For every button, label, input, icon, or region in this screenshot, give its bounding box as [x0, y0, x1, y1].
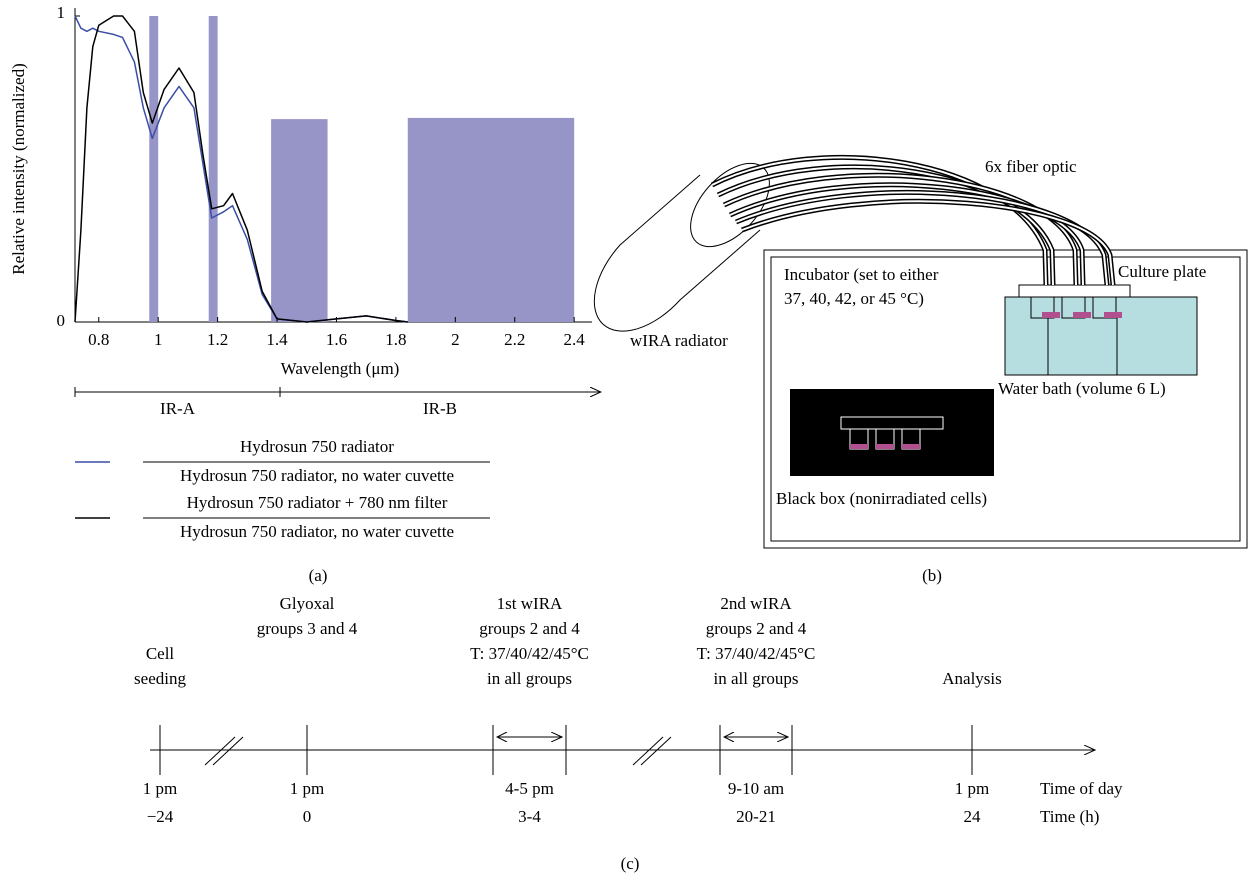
- figure: Relative intensity (normalized) Waveleng…: [0, 0, 1257, 883]
- black-box: [790, 389, 994, 476]
- radiator: [594, 149, 784, 331]
- hours: 20-21: [736, 807, 776, 826]
- fiber-label: 6x fiber optic: [985, 157, 1077, 176]
- incubator-label: Incubator (set to either: [784, 265, 939, 284]
- panel-c: Cell seeding 1 pm −24 Glyoxal groups 3 and 4 1…: [134, 594, 1002, 826]
- incubator-label: 37, 40, 42, or 45 °C): [784, 289, 924, 308]
- x-axis-label: Wavelength (μm): [281, 359, 400, 378]
- time-of-day: 1 pm: [143, 779, 177, 798]
- caption: (c): [621, 854, 640, 873]
- event-label: Glyoxal: [280, 594, 335, 613]
- caption: (a): [309, 566, 328, 585]
- x-tick-label: 1.8: [385, 330, 406, 349]
- time-of-day: 1 pm: [290, 779, 324, 798]
- time-of-day: 9-10 am: [728, 779, 784, 798]
- event-label: in all groups: [487, 669, 572, 688]
- x-tick-label: 1.6: [326, 330, 347, 349]
- row-label: Time of day: [1040, 779, 1123, 798]
- band: [209, 16, 218, 322]
- event-label: Analysis: [942, 669, 1002, 688]
- radiator-label: wIRA radiator: [630, 331, 728, 350]
- series-line: [75, 16, 408, 322]
- event-label: T: 37/40/42/45°C: [470, 644, 589, 663]
- legend-label: Hydrosun 750 radiator: [240, 437, 394, 456]
- water-bath-label: Water bath (volume 6 L): [998, 379, 1166, 398]
- event-label: T: 37/40/42/45°C: [697, 644, 816, 663]
- hours: 0: [303, 807, 312, 826]
- water-bath: [1005, 297, 1197, 375]
- x-tick-label: 1: [154, 330, 163, 349]
- event-label: seeding: [134, 669, 186, 688]
- range-label: IR-A: [160, 399, 196, 418]
- y-tick-label: 0: [57, 311, 66, 330]
- y-tick-label: 1: [57, 3, 66, 22]
- band: [408, 118, 574, 322]
- hours: −24: [147, 807, 174, 826]
- panel-a: 0.8 1 1.2 1.4 1.6 1.8 2 2.2 2.4 0 1 IR-A IR-B Hydrosu…: [57, 3, 601, 541]
- legend-label: Hydrosun 750 radiator, no water cuvette: [180, 466, 454, 485]
- band: [149, 16, 158, 322]
- y-axis-label: Relative intensity (normalized): [9, 63, 28, 275]
- time-of-day: 4-5 pm: [505, 779, 554, 798]
- hours: 24: [964, 807, 982, 826]
- x-tick-label: 1.4: [266, 330, 288, 349]
- panel-b: 6x fiber optic wIRA radiator Incubator (…: [594, 149, 1247, 585]
- caption: (b): [922, 566, 942, 585]
- time-of-day: 1 pm: [955, 779, 989, 798]
- hours: 3-4: [518, 807, 541, 826]
- series-line: [75, 16, 408, 322]
- x-tick-label: 2: [451, 330, 460, 349]
- legend-label: Hydrosun 750 radiator, no water cuvette: [180, 522, 454, 541]
- event-label: groups 3 and 4: [257, 619, 358, 638]
- x-tick-label: 2.4: [564, 330, 586, 349]
- legend-label: Hydrosun 750 radiator + 780 nm filter: [187, 493, 448, 512]
- plate-label: Culture plate: [1118, 262, 1206, 281]
- event-label: Cell: [146, 644, 175, 663]
- x-tick-label: 0.8: [88, 330, 109, 349]
- x-tick-label: 2.2: [504, 330, 525, 349]
- range-label: IR-B: [423, 399, 457, 418]
- event-label: 2nd wIRA: [720, 594, 792, 613]
- band: [271, 119, 327, 322]
- row-label: Time (h): [1040, 807, 1099, 826]
- event-label: groups 2 and 4: [479, 619, 580, 638]
- event-label: 1st wIRA: [497, 594, 563, 613]
- x-tick-label: 1.2: [207, 330, 228, 349]
- axis-break: [205, 737, 671, 765]
- black-box-label: Black box (nonirradiated cells): [776, 489, 987, 508]
- event-label: in all groups: [714, 669, 799, 688]
- event-label: groups 2 and 4: [706, 619, 807, 638]
